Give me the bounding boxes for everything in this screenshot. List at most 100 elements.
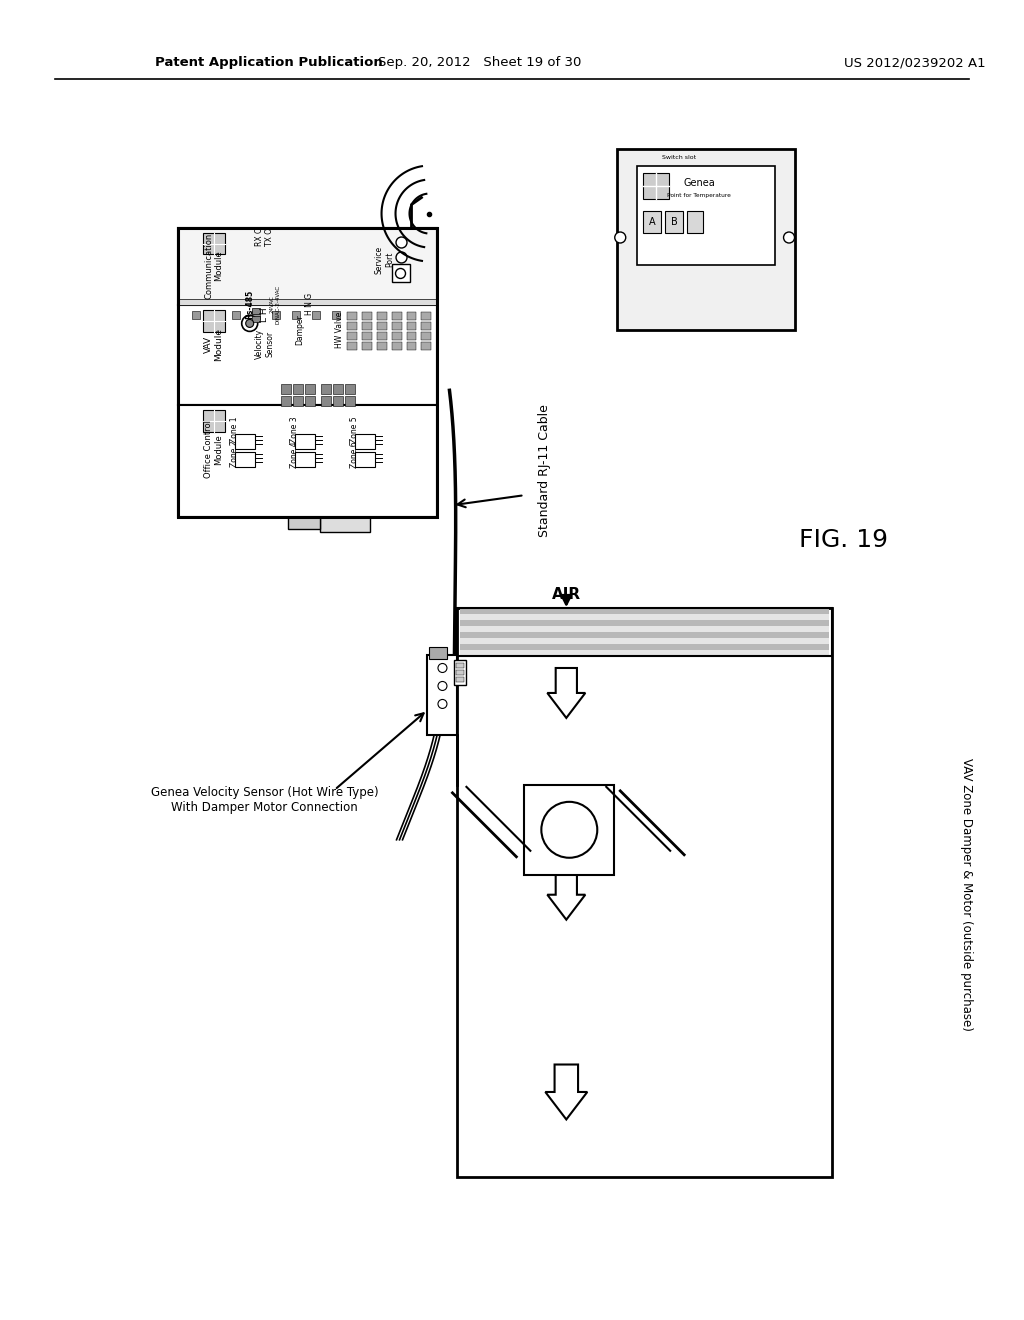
Polygon shape — [304, 396, 314, 407]
Text: Standard RJ-11 Cable: Standard RJ-11 Cable — [538, 404, 551, 537]
Text: Zone 5: Zone 5 — [350, 416, 359, 442]
Polygon shape — [203, 411, 224, 432]
Polygon shape — [288, 517, 319, 529]
Polygon shape — [391, 322, 401, 330]
Polygon shape — [304, 384, 314, 395]
Bar — [666, 211, 683, 232]
Polygon shape — [422, 342, 431, 350]
Bar — [427, 655, 458, 735]
Polygon shape — [212, 312, 220, 319]
Bar — [461, 614, 829, 620]
Polygon shape — [293, 384, 303, 395]
Circle shape — [438, 681, 446, 690]
Bar — [461, 638, 829, 644]
Polygon shape — [231, 312, 240, 319]
Bar — [455, 660, 467, 685]
Text: Rs-485: Rs-485 — [245, 290, 254, 319]
Bar — [461, 609, 829, 614]
Polygon shape — [321, 396, 331, 407]
Text: Communication
Module: Communication Module — [204, 232, 223, 298]
Bar — [524, 785, 614, 875]
Polygon shape — [292, 312, 300, 319]
Circle shape — [438, 700, 446, 709]
Text: 24VAC
DINAC-2-4VAC: 24VAC DINAC-2-4VAC — [269, 285, 281, 323]
Text: Zone 1: Zone 1 — [230, 416, 240, 442]
Polygon shape — [407, 322, 417, 330]
Polygon shape — [346, 322, 356, 330]
Polygon shape — [361, 322, 372, 330]
Text: H N G: H N G — [305, 293, 314, 315]
Polygon shape — [191, 312, 200, 319]
Text: Sep. 20, 2012   Sheet 19 of 30: Sep. 20, 2012 Sheet 19 of 30 — [378, 57, 581, 69]
Polygon shape — [377, 342, 386, 350]
Polygon shape — [361, 313, 372, 321]
Polygon shape — [391, 313, 401, 321]
Text: VAV
Module: VAV Module — [204, 327, 223, 360]
Circle shape — [614, 232, 626, 243]
Text: RX O
TX O: RX O TX O — [255, 227, 274, 246]
Text: US 2012/0239202 A1: US 2012/0239202 A1 — [844, 57, 986, 69]
Polygon shape — [333, 384, 343, 395]
Text: HW Valve: HW Valve — [335, 312, 344, 347]
Bar — [457, 677, 465, 682]
Polygon shape — [178, 405, 437, 517]
Polygon shape — [391, 333, 401, 341]
Circle shape — [396, 252, 407, 263]
Polygon shape — [377, 313, 386, 321]
Text: B: B — [671, 216, 678, 227]
Polygon shape — [203, 310, 224, 333]
Text: Genea: Genea — [683, 178, 715, 187]
Text: Damper: Damper — [295, 314, 304, 345]
Polygon shape — [407, 313, 417, 321]
Polygon shape — [252, 317, 260, 322]
Text: Velocity
Sensor: Velocity Sensor — [255, 329, 274, 359]
Text: Zone 3: Zone 3 — [290, 416, 299, 442]
Polygon shape — [407, 333, 417, 341]
Polygon shape — [407, 342, 417, 350]
Polygon shape — [377, 333, 386, 341]
Text: AIR: AIR — [552, 586, 581, 602]
Polygon shape — [346, 333, 356, 341]
Polygon shape — [546, 1064, 588, 1119]
Polygon shape — [178, 305, 437, 405]
Text: L H: L H — [260, 308, 269, 322]
Text: FIG. 19: FIG. 19 — [800, 528, 889, 552]
Polygon shape — [252, 309, 260, 314]
Polygon shape — [361, 333, 372, 341]
Bar — [643, 173, 670, 198]
Polygon shape — [332, 312, 340, 319]
Polygon shape — [319, 517, 370, 532]
Bar — [687, 211, 703, 232]
Polygon shape — [178, 227, 437, 305]
Polygon shape — [345, 384, 354, 395]
Bar — [458, 609, 831, 656]
Bar — [643, 211, 662, 232]
Text: Point for Temperature: Point for Temperature — [668, 193, 731, 198]
Circle shape — [246, 319, 254, 327]
Text: Zone 4: Zone 4 — [290, 441, 299, 467]
Polygon shape — [422, 322, 431, 330]
Polygon shape — [354, 434, 375, 449]
Polygon shape — [311, 312, 319, 319]
Polygon shape — [346, 313, 356, 321]
Polygon shape — [178, 300, 437, 305]
Polygon shape — [345, 396, 354, 407]
Text: Zone 2: Zone 2 — [230, 441, 240, 467]
Text: Genea Velocity Sensor (Hot Wire Type)
With Damper Motor Connection: Genea Velocity Sensor (Hot Wire Type) Wi… — [151, 785, 379, 814]
Circle shape — [438, 664, 446, 672]
Text: Patent Application Publication: Patent Application Publication — [155, 57, 383, 69]
Bar — [617, 149, 795, 330]
Text: Office Control
Module: Office Control Module — [204, 420, 223, 478]
Bar — [457, 663, 465, 668]
Polygon shape — [234, 453, 255, 467]
Circle shape — [395, 268, 406, 279]
Polygon shape — [354, 453, 375, 467]
Polygon shape — [377, 322, 386, 330]
Bar — [429, 647, 447, 659]
Polygon shape — [422, 333, 431, 341]
Polygon shape — [361, 342, 372, 350]
Polygon shape — [234, 434, 255, 449]
Bar — [461, 626, 829, 632]
Polygon shape — [548, 668, 586, 718]
Polygon shape — [548, 870, 586, 920]
